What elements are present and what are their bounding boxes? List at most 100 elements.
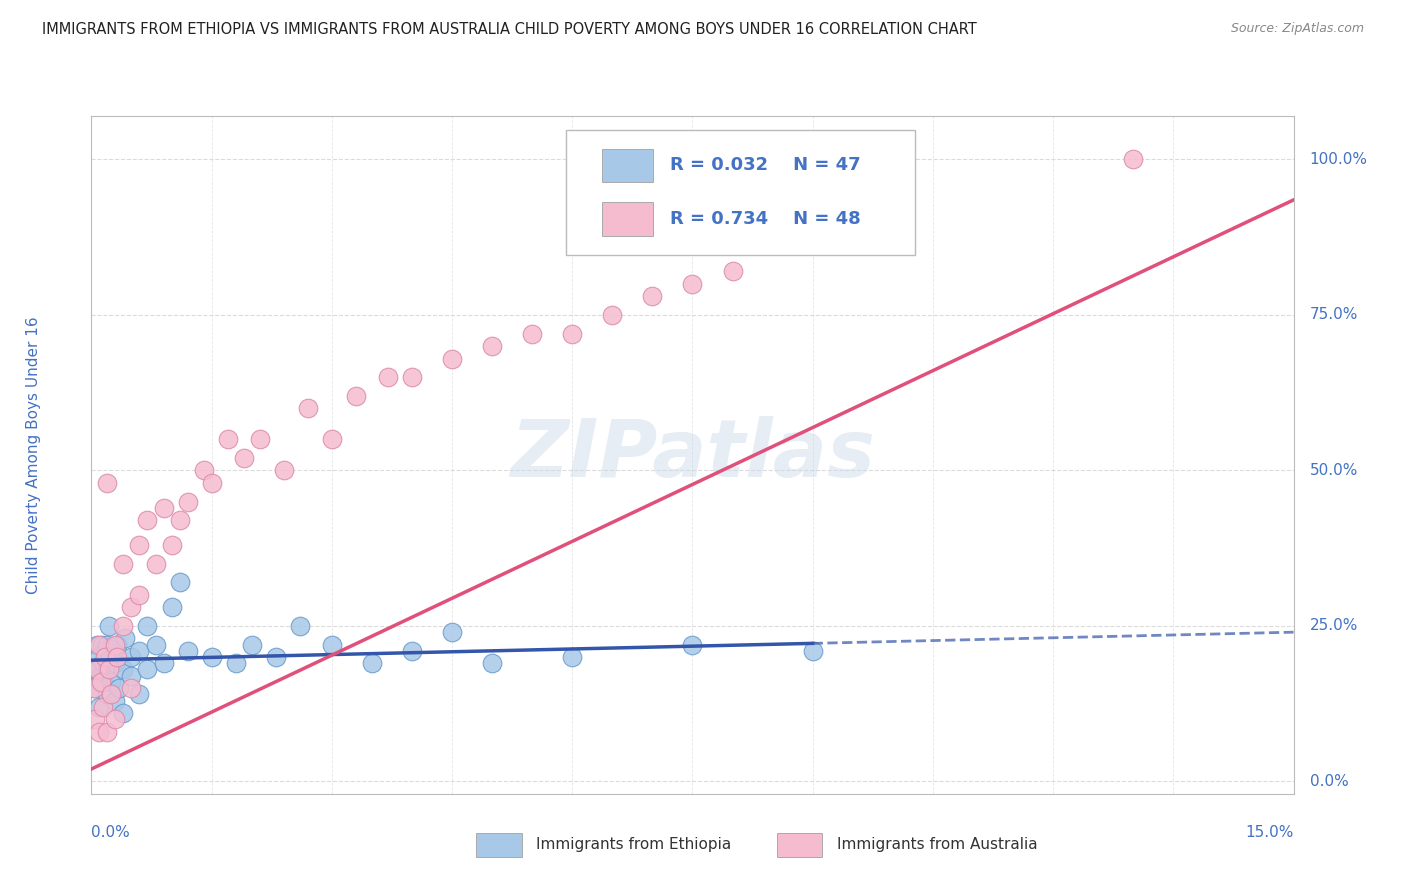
Point [98, 619, 121, 633]
Text: 0.0%: 0.0% [91, 825, 131, 840]
Point [176, 494, 198, 508]
Point [136, 513, 159, 527]
Point [249, 433, 271, 447]
Point [440, 351, 463, 366]
Point [273, 463, 295, 477]
Point [84, 681, 107, 695]
Point [522, 326, 544, 341]
Point [90, 669, 112, 683]
Point [377, 370, 399, 384]
Point [104, 712, 127, 726]
Point [360, 657, 382, 671]
Point [98, 650, 121, 665]
Text: IMMIGRANTS FROM ETHIOPIA VS IMMIGRANTS FROM AUSTRALIA CHILD POVERTY AMONG BOYS U: IMMIGRANTS FROM ETHIOPIA VS IMMIGRANTS F… [42, 22, 977, 37]
Point [121, 669, 143, 683]
Point [136, 619, 159, 633]
Point [561, 326, 583, 341]
FancyBboxPatch shape [477, 832, 522, 857]
Point [100, 674, 122, 689]
Point [112, 663, 135, 677]
Point [100, 687, 122, 701]
Point [217, 433, 239, 447]
Point [105, 650, 128, 665]
Point [440, 625, 463, 640]
Point [193, 463, 215, 477]
Point [94, 650, 117, 665]
Point [89, 699, 111, 714]
Point [801, 644, 824, 658]
Point [561, 650, 583, 665]
Point [160, 600, 183, 615]
Point [89, 650, 111, 665]
Point [344, 389, 367, 403]
Point [240, 638, 263, 652]
FancyBboxPatch shape [567, 129, 915, 255]
Text: Immigrants from Australia: Immigrants from Australia [837, 838, 1038, 852]
Point [264, 650, 287, 665]
Point [104, 638, 127, 652]
Point [93, 699, 115, 714]
Point [89, 724, 111, 739]
Point [104, 657, 127, 671]
Text: 0.0%: 0.0% [1309, 774, 1348, 789]
Point [201, 475, 224, 490]
Point [641, 289, 664, 303]
Point [481, 339, 503, 353]
Point [93, 674, 115, 689]
Point [96, 663, 118, 677]
Point [1122, 153, 1144, 167]
Point [112, 619, 135, 633]
Point [681, 277, 703, 291]
Text: Immigrants from Ethiopia: Immigrants from Ethiopia [536, 838, 731, 852]
Point [801, 227, 824, 241]
Point [169, 575, 191, 590]
Point [90, 638, 112, 652]
Text: 15.0%: 15.0% [1246, 825, 1294, 840]
Point [108, 681, 131, 695]
Point [152, 657, 174, 671]
Point [112, 706, 135, 720]
Point [321, 433, 343, 447]
Point [121, 681, 143, 695]
Point [128, 538, 150, 552]
Point [96, 475, 118, 490]
Point [128, 687, 150, 701]
Point [83, 681, 105, 695]
Point [481, 657, 503, 671]
Point [225, 657, 247, 671]
Point [232, 450, 254, 465]
Point [602, 308, 624, 322]
Point [96, 638, 118, 652]
Point [128, 644, 150, 658]
Point [681, 638, 703, 652]
Point [84, 712, 107, 726]
FancyBboxPatch shape [776, 832, 823, 857]
Point [112, 557, 135, 571]
Point [83, 663, 105, 677]
Point [152, 500, 174, 515]
Text: 50.0%: 50.0% [1309, 463, 1358, 478]
Point [201, 650, 224, 665]
Text: ZIPatlas: ZIPatlas [510, 416, 875, 494]
Point [169, 513, 191, 527]
Point [401, 644, 423, 658]
Text: Source: ZipAtlas.com: Source: ZipAtlas.com [1230, 22, 1364, 36]
FancyBboxPatch shape [602, 202, 652, 236]
Point [94, 644, 117, 658]
Point [104, 693, 127, 707]
Point [136, 663, 159, 677]
Text: 75.0%: 75.0% [1309, 308, 1358, 323]
Point [90, 674, 112, 689]
Point [121, 600, 143, 615]
FancyBboxPatch shape [602, 148, 652, 182]
Point [128, 588, 150, 602]
Text: 100.0%: 100.0% [1309, 152, 1368, 167]
Point [160, 538, 183, 552]
Point [288, 619, 311, 633]
Point [96, 687, 118, 701]
Point [114, 632, 136, 646]
Point [321, 638, 343, 652]
Point [297, 401, 319, 416]
Point [96, 724, 118, 739]
Point [91, 657, 114, 671]
